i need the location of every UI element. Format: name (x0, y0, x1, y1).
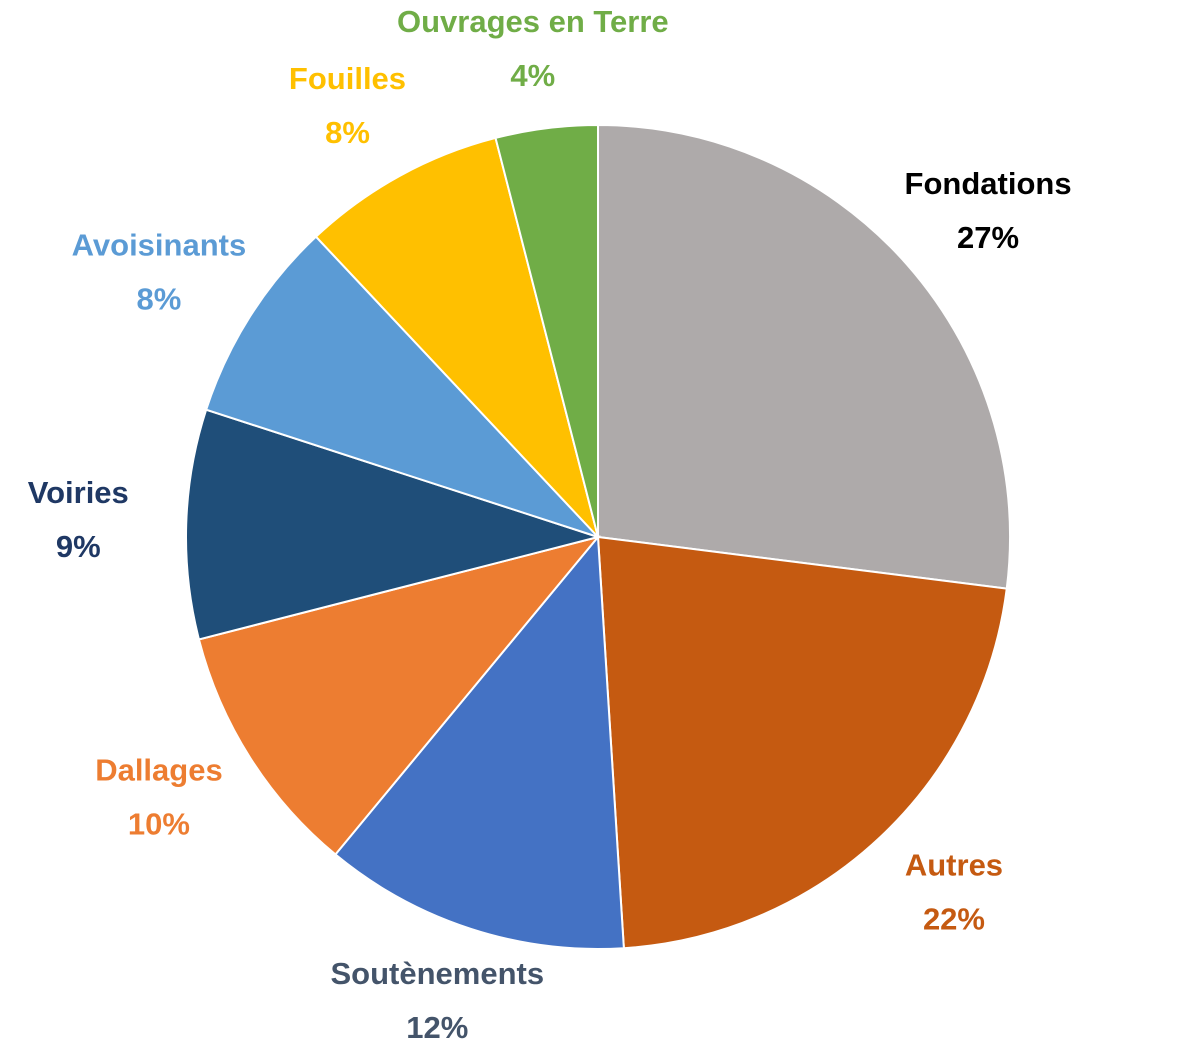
slice-value-label: 4% (510, 58, 555, 93)
slice-value-label: 10% (128, 807, 190, 842)
pie-slice (597, 123, 1011, 590)
pie-slice (333, 534, 625, 950)
slice-value-label: 22% (923, 901, 985, 936)
slice-label: Autres (905, 847, 1003, 882)
pie-slice (185, 408, 602, 641)
slice-value-label: 8% (325, 115, 370, 150)
slice-label: Ouvrages en Terre (397, 4, 669, 39)
slice-value-label: 8% (137, 282, 182, 317)
pie-slice (204, 235, 599, 538)
slice-value-label: 27% (957, 220, 1019, 255)
slice-label: Fouilles (289, 61, 406, 96)
slice-value-label: 12% (406, 1010, 468, 1043)
slice-label: Avoisinants (72, 228, 247, 263)
pie-slice (197, 535, 601, 856)
pie-slice (314, 136, 599, 538)
pie-slice (494, 123, 599, 538)
slice-label: Voiries (28, 475, 129, 510)
slice-label: Soutènements (331, 956, 545, 991)
slice-label: Dallages (95, 753, 223, 788)
slice-label: Fondations (905, 166, 1072, 201)
slice-value-label: 9% (56, 529, 101, 564)
pie-slice (596, 535, 1008, 950)
